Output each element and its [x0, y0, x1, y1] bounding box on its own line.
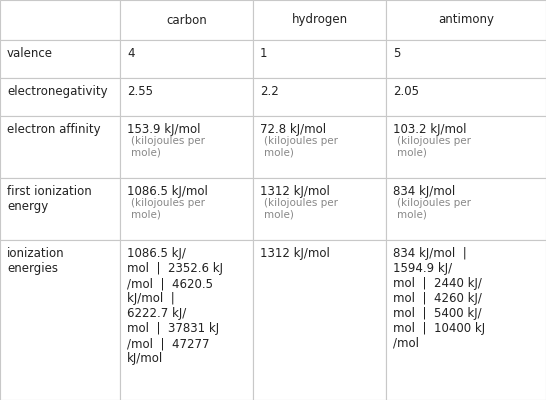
Text: (kilojoules per
mole): (kilojoules per mole) [264, 136, 338, 157]
Text: 834 kJ/mol: 834 kJ/mol [393, 185, 455, 198]
Bar [386, 178, 546, 240]
Bar [0, 178, 120, 240]
Bar [386, 40, 546, 78]
Bar [386, 78, 546, 116]
Text: 1086.5 kJ/mol: 1086.5 kJ/mol [127, 185, 208, 198]
Text: 4: 4 [127, 47, 134, 60]
Text: 834 kJ/mol  |
1594.9 kJ/
mol  |  2440 kJ/
mol  |  4260 kJ/
mol  |  5400 kJ/
mol : 834 kJ/mol | 1594.9 kJ/ mol | 2440 kJ/ m… [393, 247, 485, 350]
Bar [120, 0, 253, 40]
Bar [386, 0, 546, 40]
Bar [120, 78, 253, 116]
Text: 103.2 kJ/mol: 103.2 kJ/mol [393, 123, 466, 136]
Text: 72.8 kJ/mol: 72.8 kJ/mol [260, 123, 326, 136]
Bar [0, 40, 120, 78]
Bar [0, 0, 120, 40]
Bar [120, 178, 253, 240]
Bar [253, 240, 386, 400]
Bar [0, 116, 120, 178]
Text: carbon: carbon [166, 14, 207, 26]
Text: 5: 5 [393, 47, 400, 60]
Text: (kilojoules per
mole): (kilojoules per mole) [264, 198, 338, 219]
Text: antimony: antimony [438, 14, 494, 26]
Bar [386, 116, 546, 178]
Text: ionization
energies: ionization energies [7, 247, 64, 275]
Text: first ionization
energy: first ionization energy [7, 185, 92, 213]
Bar [253, 116, 386, 178]
Text: (kilojoules per
mole): (kilojoules per mole) [397, 198, 471, 219]
Text: 153.9 kJ/mol: 153.9 kJ/mol [127, 123, 200, 136]
Text: 2.55: 2.55 [127, 85, 153, 98]
Text: hydrogen: hydrogen [292, 14, 348, 26]
Bar [386, 240, 546, 400]
Bar [253, 178, 386, 240]
Bar [0, 240, 120, 400]
Text: 2.2: 2.2 [260, 85, 279, 98]
Bar [253, 78, 386, 116]
Text: 1086.5 kJ/
mol  |  2352.6 kJ
/mol  |  4620.5
kJ/mol  |
6222.7 kJ/
mol  |  37831 : 1086.5 kJ/ mol | 2352.6 kJ /mol | 4620.5… [127, 247, 223, 365]
Text: valence: valence [7, 47, 53, 60]
Text: 1: 1 [260, 47, 268, 60]
Text: electron affinity: electron affinity [7, 123, 100, 136]
Bar [120, 240, 253, 400]
Text: 2.05: 2.05 [393, 85, 419, 98]
Bar [253, 0, 386, 40]
Text: (kilojoules per
mole): (kilojoules per mole) [397, 136, 471, 157]
Bar [0, 78, 120, 116]
Text: 1312 kJ/mol: 1312 kJ/mol [260, 247, 330, 260]
Bar [120, 116, 253, 178]
Text: 1312 kJ/mol: 1312 kJ/mol [260, 185, 330, 198]
Bar [120, 40, 253, 78]
Text: (kilojoules per
mole): (kilojoules per mole) [131, 198, 205, 219]
Bar [253, 40, 386, 78]
Text: (kilojoules per
mole): (kilojoules per mole) [131, 136, 205, 157]
Text: electronegativity: electronegativity [7, 85, 108, 98]
